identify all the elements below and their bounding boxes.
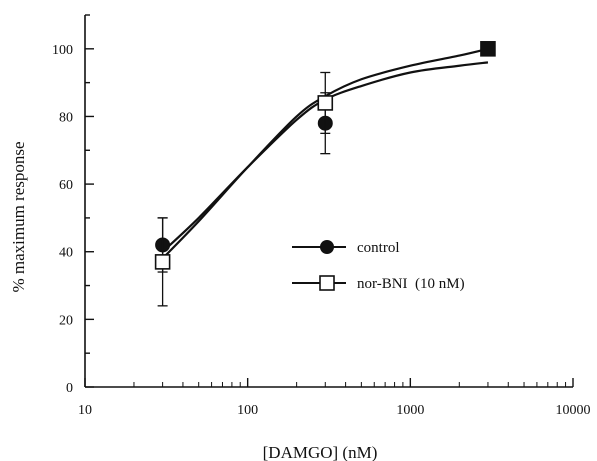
legend-label: control [357, 240, 400, 256]
x-tick-label: 100 [237, 403, 258, 418]
y-tick-label: 40 [59, 246, 73, 261]
y-tick-label: 100 [52, 43, 73, 58]
x-axis-label: [DAMGO] (nM) [263, 443, 378, 461]
x-tick-label: 1000 [396, 403, 424, 418]
y-tick-label: 0 [66, 381, 73, 396]
axes: 0 20 40 60 80 100 10 100 1000 10000 [52, 14, 591, 418]
y-tick-label: 20 [59, 313, 73, 328]
y-tick-label: 80 [59, 110, 73, 125]
nor-bni-point [317, 95, 334, 111]
x-tick-label: 10000 [556, 403, 591, 418]
x-tick-label: 10 [78, 403, 92, 418]
y-axis-label: % maximum response [9, 141, 28, 292]
legend: control nor-BNI (10 nM) [292, 240, 465, 292]
legend-label: nor-BNI (10 nM) [357, 276, 465, 292]
y-tick-label: 60 [59, 178, 73, 193]
legend-marker-nor-bni [319, 275, 335, 291]
nor-bni-point [480, 41, 496, 57]
legend-marker-control [320, 240, 334, 254]
data-points [154, 41, 496, 307]
nor-bni-point [154, 254, 171, 270]
